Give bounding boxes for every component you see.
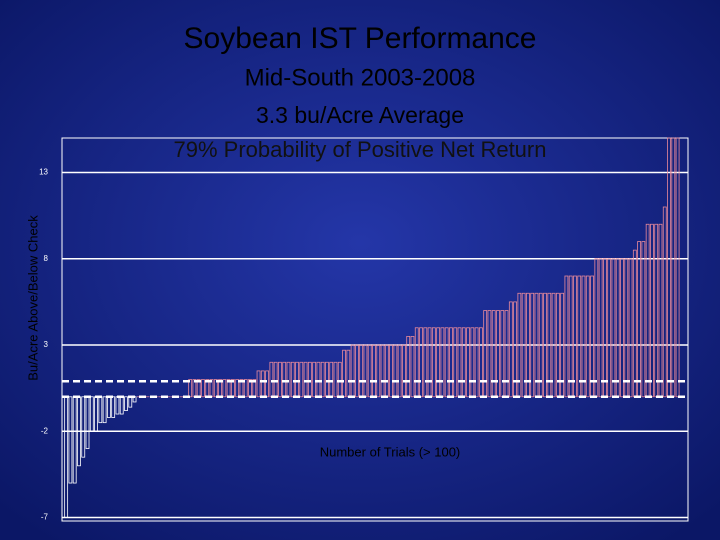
bar [201,379,205,398]
y-tick-label: 13 [39,168,48,177]
x-axis-label: Number of Trials (> 100) [320,444,461,459]
bar [102,396,107,424]
subtitle: 79% Probability of Positive Net Return [174,137,547,162]
bar [290,361,295,398]
bar [508,301,513,398]
bar [81,396,86,458]
bar [367,344,372,398]
bar [419,327,423,398]
bar [620,258,624,398]
bar [354,344,359,398]
bar [89,396,94,432]
y-tick-label: 3 [44,340,49,349]
bar [256,370,261,398]
bar [124,396,128,411]
bar [564,275,569,398]
bar [320,361,325,398]
bar [641,241,646,398]
bar [662,206,667,398]
bar [585,275,590,398]
bar [389,344,394,398]
subtitle: Mid-South 2003-2008 [245,64,476,91]
bar [376,344,381,398]
bar [265,370,270,398]
bar [111,396,116,418]
bar [342,349,346,398]
y-tick-label: 8 [44,254,49,263]
bar [474,327,479,398]
bar [487,310,492,398]
bar [431,327,436,398]
bar [675,137,680,398]
bar [607,258,612,398]
bar [235,379,240,398]
bar [222,379,227,398]
bar [628,258,633,398]
bar [466,327,470,398]
bar [213,379,218,398]
bar [598,258,603,398]
bar [299,361,304,398]
y-tick-label: -2 [41,426,49,435]
bar [543,292,547,398]
bar [243,379,248,398]
plot-area: 13 8 3 -2 -7 [39,137,689,522]
plot-frame [61,137,689,522]
bar [188,379,193,398]
y-axis-label: Bu/Acre Above/Below Check [25,215,40,381]
bar [333,361,338,398]
bar [551,292,556,398]
bar [530,292,535,398]
bar [444,327,449,398]
bar [312,361,317,398]
bar [453,327,458,398]
bar [521,292,526,398]
chart-title: Soybean IST Performance [184,22,537,55]
bar [410,336,415,398]
subtitle: 3.3 bu/Acre Average [256,102,464,128]
bar [278,361,282,398]
bar [68,396,73,484]
y-tick-label: -7 [41,513,49,522]
bar [397,344,402,398]
